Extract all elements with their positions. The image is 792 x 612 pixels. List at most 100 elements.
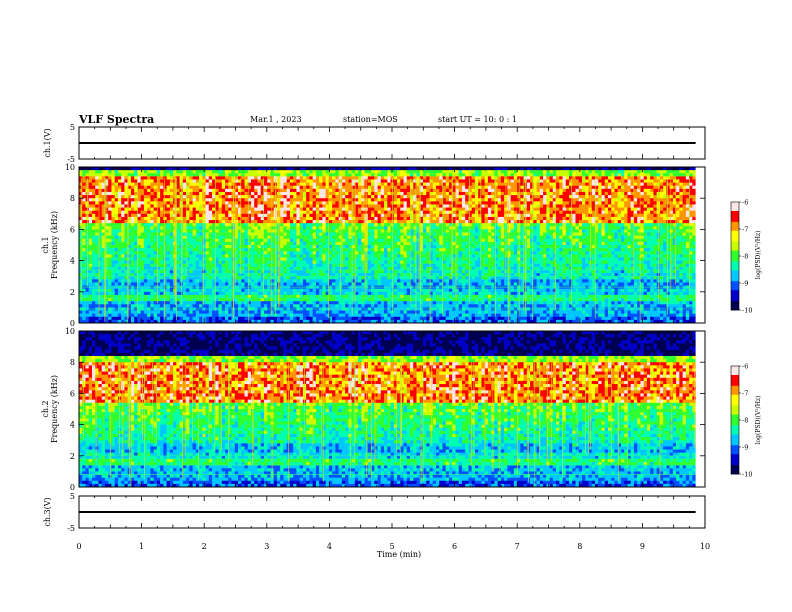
spectrogram-cell <box>235 229 239 232</box>
spectrogram-cell <box>397 276 401 279</box>
spectrogram-cell <box>270 186 274 189</box>
spectrogram-cell <box>111 276 115 279</box>
spectrogram-cell <box>257 298 261 301</box>
spectrogram-cell <box>267 179 271 182</box>
spectrogram-cell <box>313 248 317 251</box>
spectrogram-cell <box>306 236 310 239</box>
spectrogram-cell <box>92 314 96 317</box>
spectrogram-cell <box>264 301 268 304</box>
spectrogram-cell <box>296 270 300 273</box>
spectrogram-cell <box>206 195 210 198</box>
spectrogram-cell <box>147 183 151 186</box>
spectrogram-cell <box>293 192 297 195</box>
spectrogram-cell <box>215 198 219 201</box>
spectrogram-cell <box>196 270 200 273</box>
spectrogram-cell <box>394 229 398 232</box>
spectrogram-cell <box>394 304 398 307</box>
spectrogram-cell <box>79 282 83 285</box>
spectrogram-cell <box>163 179 167 182</box>
spectrogram-cell <box>163 245 167 248</box>
spectrogram-cell <box>183 298 187 301</box>
spectrogram-cell <box>371 233 375 236</box>
spectrogram-cell <box>92 229 96 232</box>
spectrogram-cell <box>280 176 284 179</box>
spectrogram-cell <box>264 236 268 239</box>
spectrogram-cell <box>368 279 372 282</box>
spectrogram-cell <box>329 176 333 179</box>
spectrogram-cell <box>254 239 258 242</box>
spectrogram-cell <box>144 261 148 264</box>
spectrogram-cell <box>115 257 119 260</box>
spectrogram-cell <box>196 311 200 314</box>
spectrogram-cell <box>196 242 200 245</box>
spectrogram-cell <box>287 189 291 192</box>
spectrogram-cell <box>309 298 313 301</box>
spectrogram-cell <box>257 211 261 214</box>
spectrogram-cell <box>170 289 174 292</box>
spectrogram-cell <box>332 314 336 317</box>
spectrogram-cell <box>170 304 174 307</box>
spectrogram-cell <box>287 198 291 201</box>
spectrogram-cell <box>228 239 232 242</box>
spectrogram-cell <box>154 204 158 207</box>
spectrogram-cell <box>303 179 307 182</box>
spectrogram-cell <box>345 208 349 211</box>
spectrogram-cell <box>387 201 391 204</box>
spectrogram-cell <box>160 242 164 245</box>
spectrogram-cell <box>183 245 187 248</box>
spectrogram-cell <box>147 289 151 292</box>
spectrogram-cell <box>141 270 145 273</box>
spectrogram-cell <box>134 167 138 170</box>
spectrogram-cell <box>296 170 300 173</box>
spectrogram-cell <box>378 301 382 304</box>
spectrogram-cell <box>332 179 336 182</box>
spectrogram-cell <box>199 311 203 314</box>
spectrogram-cell <box>358 317 362 320</box>
spectrogram-cell <box>267 217 271 220</box>
spectrogram-cell <box>309 236 313 239</box>
spectrogram-cell <box>111 208 115 211</box>
spectrogram-cell <box>316 217 320 220</box>
spectrogram-cell <box>215 214 219 217</box>
spectrogram-cell <box>160 314 164 317</box>
spectrogram-cell <box>384 229 388 232</box>
spectrogram-cell <box>121 264 125 267</box>
spectrogram-cell <box>121 192 125 195</box>
spectrogram-cell <box>79 292 83 295</box>
spectrogram-cell <box>121 317 125 320</box>
spectrogram-cell <box>296 251 300 254</box>
spectrogram-cell <box>303 304 307 307</box>
spectrogram-cell <box>371 301 375 304</box>
spectrogram-cell <box>387 233 391 236</box>
spectrogram-cell <box>228 192 232 195</box>
spectrogram-cell <box>257 282 261 285</box>
spectrogram-cell <box>335 276 339 279</box>
spectrogram-cell <box>193 198 197 201</box>
spectrogram-cell <box>264 220 268 223</box>
spectrogram-cell <box>167 298 171 301</box>
spectrogram-cell <box>108 220 112 223</box>
spectrogram-cell <box>183 311 187 314</box>
spectrogram-cell <box>371 245 375 248</box>
spectrogram-cell <box>137 217 141 220</box>
spectrogram-cell <box>290 173 294 176</box>
spectrogram-cell <box>219 317 223 320</box>
spectrogram-cell <box>167 198 171 201</box>
spectrogram-cell <box>183 223 187 226</box>
spectrogram-cell <box>141 239 145 242</box>
spectrogram-cell <box>170 251 174 254</box>
spectrogram-cell <box>251 292 255 295</box>
spectrogram-cell <box>394 226 398 229</box>
spectrogram-cell <box>348 195 352 198</box>
spectrogram-cell <box>313 217 317 220</box>
spectrogram-cell <box>358 270 362 273</box>
spectrogram-cell <box>95 195 99 198</box>
spectrogram-cell <box>248 304 252 307</box>
spectrogram-cell <box>189 183 193 186</box>
spectrogram-cell <box>199 183 203 186</box>
spectrogram-cell <box>313 292 317 295</box>
spectrogram-cell <box>313 264 317 267</box>
spectrogram-cell <box>400 270 404 273</box>
spectrogram-cell <box>365 239 369 242</box>
spectrogram-cell <box>264 242 268 245</box>
